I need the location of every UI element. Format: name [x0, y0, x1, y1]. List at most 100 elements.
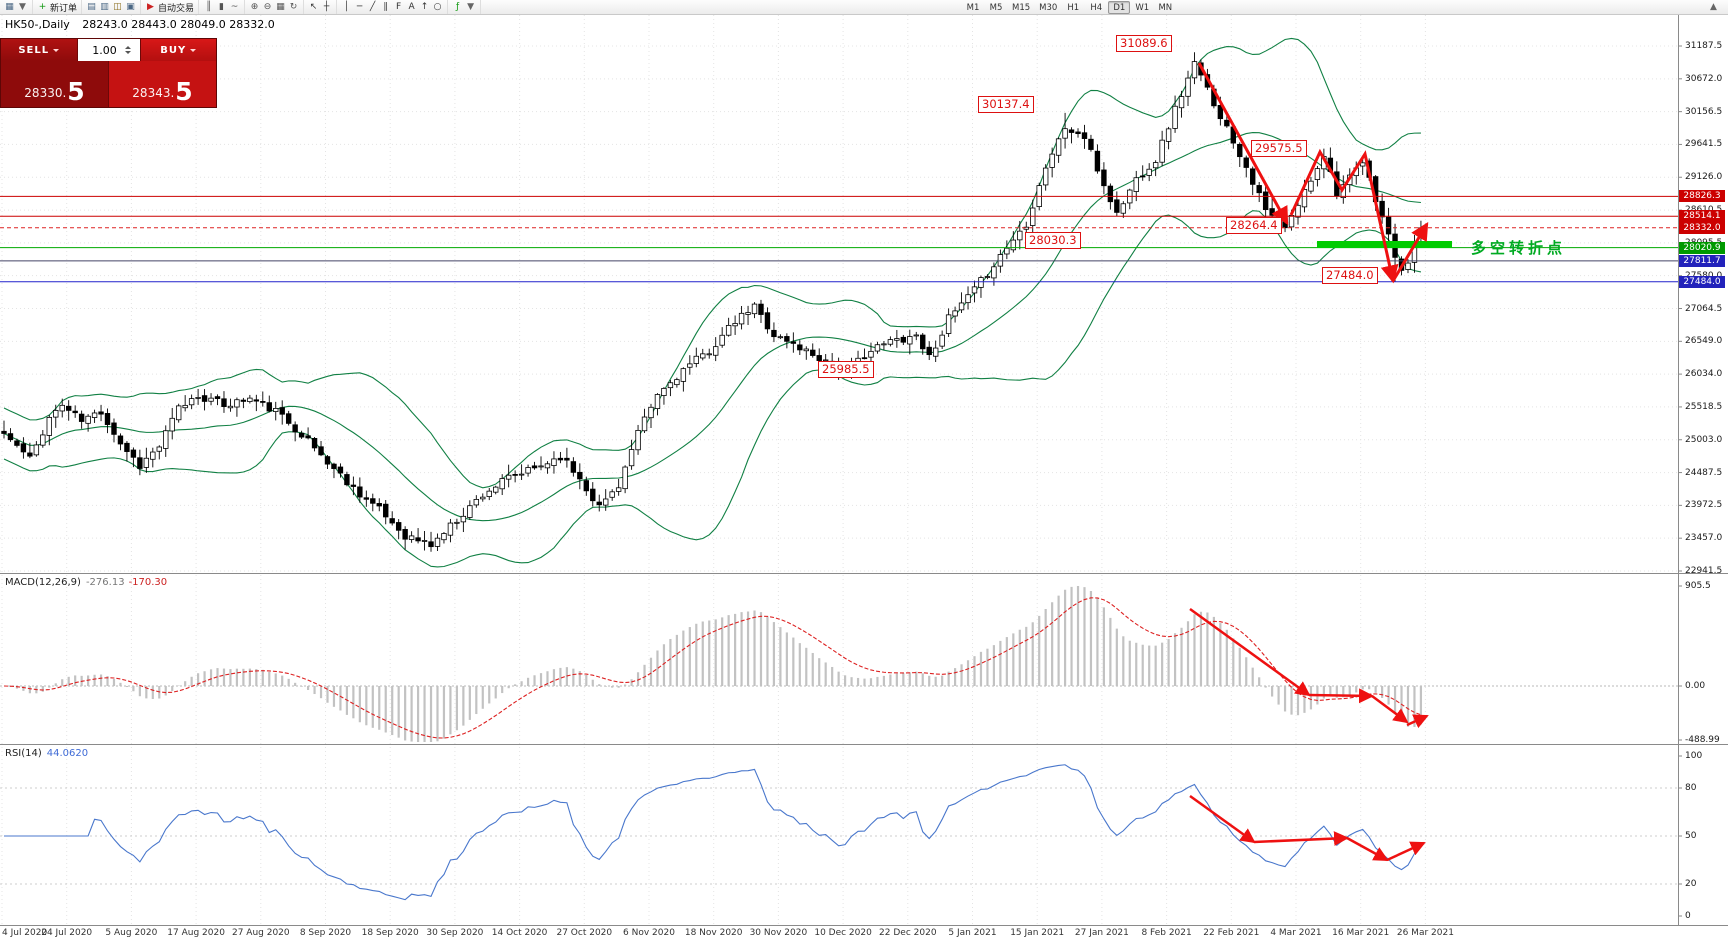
- line-chart-icon[interactable]: ~: [229, 1, 240, 14]
- price-annotation[interactable]: 28264.4: [1226, 217, 1282, 234]
- zigzag-path[interactable]: [1289, 148, 1399, 284]
- candle-body: [622, 466, 628, 490]
- rsi-decline-arrow[interactable]: [1189, 794, 1256, 844]
- price-axis-label: 27064.5: [1685, 303, 1723, 314]
- stepper-down-icon[interactable]: [124, 51, 131, 57]
- candle-body: [1042, 167, 1049, 186]
- crosshair-icon[interactable]: ┼: [321, 1, 332, 14]
- market-watch-icon[interactable]: ▤: [86, 1, 97, 14]
- auto-trading-button[interactable]: ▶ 自动交易: [145, 1, 194, 14]
- price-axis-label: 31187.5: [1685, 41, 1723, 51]
- navigator-icon[interactable]: ◫: [112, 1, 123, 14]
- candle-body: [480, 496, 486, 500]
- volume-field[interactable]: [76, 39, 141, 61]
- candle-body: [447, 522, 454, 536]
- timeframe-m30[interactable]: M30: [1039, 3, 1058, 13]
- zoom-out-icon[interactable]: ⊖: [262, 1, 273, 14]
- trend-arrows[interactable]: [1189, 62, 1429, 862]
- terminal-icon[interactable]: ▣: [125, 1, 136, 14]
- shapes-icon: ○: [433, 1, 442, 12]
- timeframe-w1[interactable]: W1: [1135, 3, 1150, 13]
- price-annotation[interactable]: 27484.0: [1322, 267, 1378, 284]
- buy-price[interactable]: 28343. 5: [109, 61, 216, 107]
- new-order-button: +: [38, 1, 47, 12]
- zoom-in-icon[interactable]: ⊕: [249, 1, 260, 14]
- candle-body: [991, 266, 997, 279]
- auto-scroll-icon[interactable]: ↻: [288, 1, 299, 14]
- chart-profiles-icon[interactable]: ▼: [17, 1, 28, 14]
- stepper-up-icon[interactable]: [124, 43, 131, 49]
- arrows-icon[interactable]: ↑: [419, 1, 430, 14]
- candle-body: [370, 498, 376, 504]
- auto-trading-button: ▶: [147, 1, 154, 12]
- templates-icon[interactable]: ▼: [465, 1, 476, 14]
- candle-body: [764, 312, 771, 330]
- candle-body: [551, 458, 557, 466]
- candle-body: [1295, 204, 1301, 218]
- rsi-drop-arrow[interactable]: [1346, 836, 1389, 862]
- volume-input[interactable]: [86, 43, 123, 57]
- candle-body: [505, 474, 512, 480]
- timeframe-mn[interactable]: MN: [1158, 3, 1173, 13]
- buy-button[interactable]: BUY: [140, 39, 216, 61]
- timeframe-h1[interactable]: H1: [1067, 3, 1080, 13]
- zoom-out-icon: ⊖: [263, 1, 272, 12]
- rsi-flat-arrow[interactable]: [1253, 831, 1349, 847]
- dock-right-icon[interactable]: ▲: [1708, 1, 1719, 14]
- candlestick-chart-icon: ▮: [219, 1, 224, 12]
- macd-drop-arrow[interactable]: [1371, 694, 1409, 724]
- cursor-icon[interactable]: ↖: [308, 1, 319, 14]
- one-click-trading-panel: SELL BUY 28330. 5 28343. 5: [0, 38, 217, 108]
- autotrading-group: ▶ 自动交易: [141, 0, 200, 14]
- timeframe-m15[interactable]: M15: [1012, 3, 1031, 13]
- timeframe-m5[interactable]: M5: [989, 3, 1003, 13]
- candle-body: [803, 348, 809, 352]
- candlestick-chart-icon[interactable]: ▮: [216, 1, 227, 14]
- timeframe-h4[interactable]: H4: [1090, 3, 1103, 13]
- candle-body: [939, 334, 945, 347]
- new-chart-icon[interactable]: ▦: [4, 1, 15, 14]
- rsi-line: [4, 764, 1422, 901]
- sell-button[interactable]: SELL: [1, 39, 77, 61]
- price-axis-label: 26034.0: [1685, 369, 1723, 380]
- new-order-button[interactable]: + 新订单: [37, 1, 77, 14]
- vertical-line-icon[interactable]: │: [341, 1, 352, 14]
- candle-body: [150, 451, 156, 460]
- candle-body: [1107, 185, 1114, 203]
- shapes-icon[interactable]: ○: [432, 1, 443, 14]
- price-annotation[interactable]: 28030.3: [1025, 232, 1081, 249]
- price-annotation[interactable]: 25985.5: [818, 361, 874, 378]
- bar-chart-icon[interactable]: ║: [203, 1, 214, 14]
- chevron-down-icon: [190, 48, 197, 55]
- candle-body: [978, 277, 984, 288]
- price-annotation[interactable]: 30137.4: [978, 96, 1034, 113]
- text-icon[interactable]: A: [406, 1, 417, 14]
- rsi-bounce-arrow[interactable]: [1386, 841, 1426, 862]
- channel-icon[interactable]: ∥: [380, 1, 391, 14]
- macd-bounce-arrow[interactable]: [1406, 714, 1429, 729]
- macd-decline-arrow[interactable]: [1189, 607, 1311, 697]
- horizontal-line-icon[interactable]: ─: [354, 1, 365, 14]
- turning-point-note[interactable]: 多空转折点: [1471, 239, 1567, 257]
- price-annotation[interactable]: 31089.6: [1116, 35, 1172, 52]
- timeframe-m1[interactable]: M1: [966, 3, 980, 13]
- decline-arrow[interactable]: [1197, 62, 1289, 226]
- candle-body: [693, 355, 699, 364]
- data-window-icon[interactable]: ▥: [99, 1, 110, 14]
- candle-body: [1055, 138, 1062, 156]
- tile-windows-icon[interactable]: ▦: [275, 1, 286, 14]
- sell-price[interactable]: 28330. 5: [1, 61, 109, 107]
- candle-body: [745, 312, 751, 315]
- toolbar-icon-groups: ▦ ▼ + 新订单 ▤ ▥ ◫ ▣ ▶ 自动交易 ║ ▮ ~ ⊕ ⊖ ▦ ↻ ↖ ┼ │ ─ ╱ ∥ F A ↑ ○ ƒ ▼: [0, 0, 482, 14]
- price-annotation[interactable]: 29575.5: [1251, 140, 1307, 157]
- macd-flat-arrow[interactable]: [1308, 688, 1374, 704]
- rsi-axis-label: 50: [1685, 831, 1697, 841]
- timeframe-d1[interactable]: D1: [1108, 1, 1131, 14]
- candle-body: [590, 488, 596, 502]
- price-axis-label: 24487.5: [1685, 467, 1723, 478]
- indicators-icon[interactable]: ƒ: [452, 1, 463, 14]
- bounce-arrow[interactable]: [1391, 221, 1429, 282]
- trendline-icon[interactable]: ╱: [367, 1, 378, 14]
- fibonacci-icon[interactable]: F: [393, 1, 404, 14]
